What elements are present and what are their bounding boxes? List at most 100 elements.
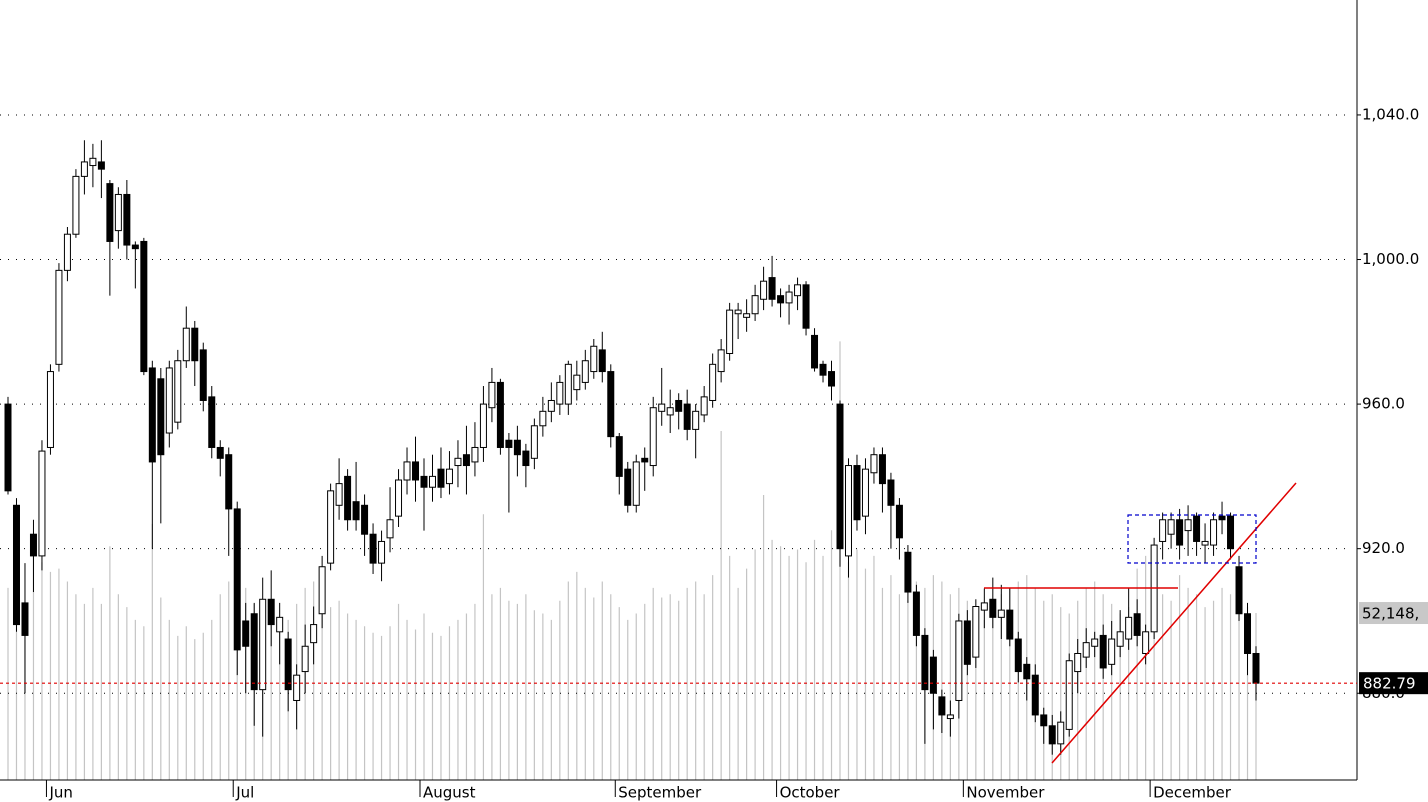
- candle-body: [471, 446, 479, 463]
- candle-body: [607, 371, 615, 438]
- candle-body: [1057, 721, 1065, 745]
- x-tick-label: September: [618, 784, 702, 802]
- candle-body: [1108, 638, 1116, 665]
- candle-body: [157, 378, 165, 456]
- candle-body: [403, 461, 411, 481]
- candle-body: [1091, 638, 1099, 647]
- candle-body: [182, 327, 190, 362]
- candle-body: [760, 280, 768, 300]
- candle-body: [1210, 519, 1218, 546]
- candle-body: [895, 504, 903, 539]
- candle-body: [1167, 519, 1175, 535]
- candle-body: [293, 674, 301, 701]
- candle-layer: [4, 140, 1260, 755]
- candle-body: [1184, 519, 1192, 532]
- candle-body: [454, 457, 462, 467]
- candle-body: [284, 638, 292, 691]
- candle-body: [259, 598, 267, 691]
- candle-body: [80, 161, 88, 177]
- candle-body: [1031, 674, 1039, 716]
- grid-layer: [0, 114, 1349, 694]
- candle-body: [1006, 609, 1014, 640]
- candle-body: [887, 479, 895, 506]
- candle-body: [72, 175, 80, 235]
- candle-body: [989, 598, 997, 618]
- candle-body: [123, 193, 131, 246]
- candle-body: [921, 634, 929, 691]
- candle-body: [590, 345, 598, 373]
- candle-body: [1244, 613, 1252, 654]
- candle-body: [437, 468, 445, 488]
- candle-body: [615, 436, 623, 477]
- candle-body: [378, 540, 386, 564]
- candle-body: [641, 457, 649, 463]
- candle-body: [539, 410, 547, 427]
- candle-body: [216, 446, 224, 459]
- candle-body: [165, 367, 173, 434]
- candle-body: [310, 624, 318, 644]
- candle-body: [861, 468, 869, 517]
- candle-body: [564, 363, 572, 405]
- y-tick-label: 920.0: [1362, 539, 1405, 557]
- candle-body: [55, 269, 63, 365]
- trend-line: [1051, 482, 1297, 764]
- candle-body: [666, 407, 674, 416]
- x-tick-label: November: [966, 784, 1045, 802]
- last-price-label: 882.79: [1363, 675, 1416, 693]
- candle-body: [530, 425, 538, 459]
- candle-body: [1176, 519, 1184, 546]
- candle-body: [836, 403, 844, 550]
- consolidation-box: [1127, 514, 1257, 564]
- candle-body: [114, 193, 122, 232]
- candle-body: [717, 349, 725, 373]
- candle-body: [12, 504, 20, 626]
- candle-body: [344, 475, 352, 521]
- candle-body: [106, 183, 114, 242]
- candle-body: [1099, 634, 1107, 669]
- candle-body: [1193, 515, 1201, 542]
- candle-body: [488, 381, 496, 409]
- candle-body: [301, 645, 309, 673]
- candle-body: [513, 439, 521, 456]
- candle-body: [369, 533, 377, 564]
- candle-body: [420, 475, 428, 488]
- candle-body: [946, 714, 954, 720]
- candle-body: [1227, 515, 1235, 550]
- y-tick-label: 1,040.0: [1362, 105, 1419, 123]
- candle-body: [649, 407, 657, 467]
- candle-body: [734, 309, 742, 315]
- last-price-box: [1359, 672, 1428, 695]
- candle-body: [743, 313, 751, 318]
- candle-body: [1125, 616, 1133, 640]
- candle-body: [794, 284, 802, 297]
- candle-body: [709, 363, 717, 401]
- candle-body: [208, 396, 216, 448]
- candle-body: [904, 551, 912, 593]
- candle-body: [802, 284, 810, 329]
- candle-body: [980, 602, 988, 611]
- candle-body: [598, 349, 606, 373]
- candle-body: [199, 349, 207, 401]
- candle-body: [675, 399, 683, 412]
- candle-body: [785, 291, 793, 304]
- candle-body: [1082, 642, 1090, 658]
- candle-body: [29, 533, 37, 557]
- candle-body: [819, 363, 827, 376]
- candle-body: [870, 454, 878, 474]
- candle-body: [929, 656, 937, 694]
- candle-body: [912, 591, 920, 636]
- volume-label: 52,148,: [1362, 605, 1419, 623]
- candle-body: [963, 620, 971, 665]
- candle-body: [547, 399, 555, 412]
- candle-body: [148, 367, 156, 463]
- candle-body: [811, 334, 819, 369]
- candle-body: [445, 468, 453, 485]
- x-tick-label: August: [423, 784, 476, 802]
- candle-body: [191, 327, 199, 362]
- candle-body: [1218, 515, 1226, 521]
- candle-body: [997, 609, 1005, 618]
- candle-body: [1159, 519, 1167, 542]
- candle-body: [63, 233, 71, 271]
- x-tick-label: December: [1153, 784, 1232, 802]
- candle-body: [632, 461, 640, 506]
